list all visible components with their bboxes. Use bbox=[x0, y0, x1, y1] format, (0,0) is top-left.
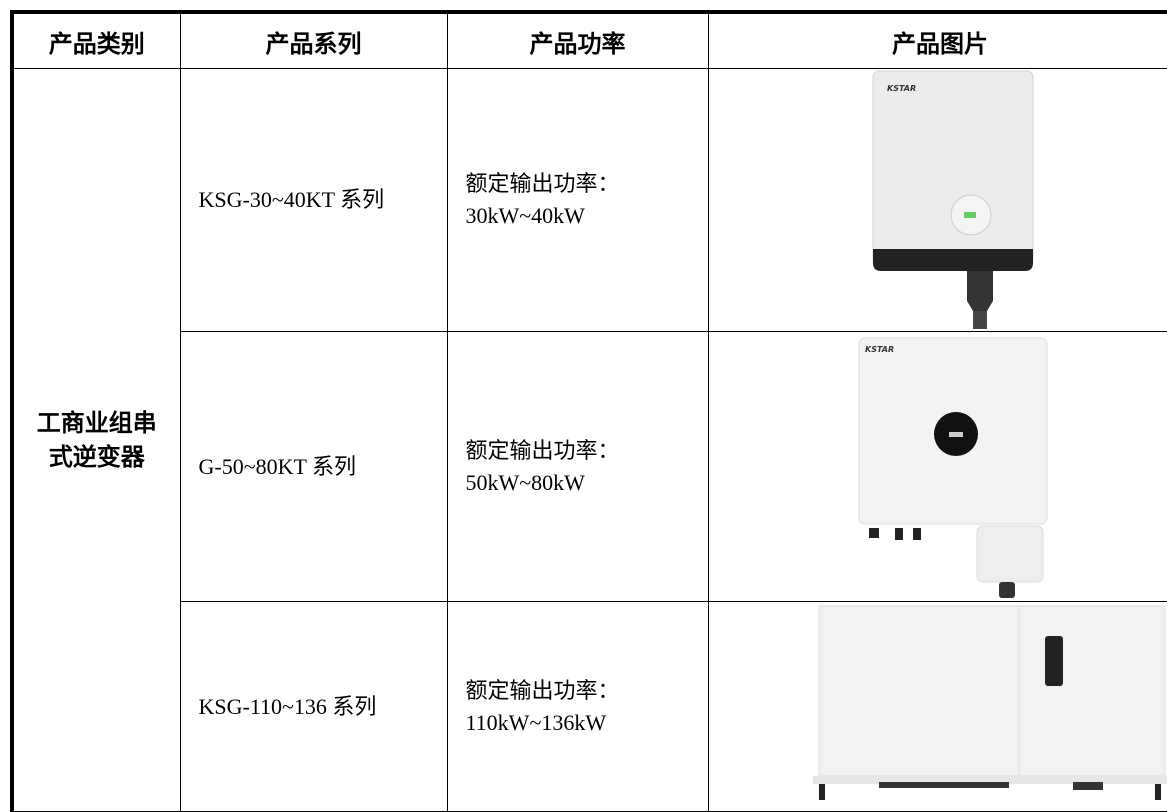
ports bbox=[1073, 782, 1103, 790]
inverter-body bbox=[873, 71, 1033, 267]
power-cell: 额定输出功率： 50kW~80kW bbox=[447, 332, 708, 602]
foot bbox=[1155, 784, 1161, 800]
port bbox=[913, 528, 921, 540]
indicator bbox=[964, 212, 976, 218]
power-label: 额定输出功率： bbox=[466, 678, 620, 703]
series-cell: KSG-30~40KT 系列 bbox=[180, 69, 447, 332]
port bbox=[869, 528, 879, 538]
row: 工商业组串式逆变器 KSG-30~40KT 系列 额定输出功率：30kW~40k… bbox=[12, 69, 1167, 332]
base bbox=[873, 249, 1033, 271]
power-cell: 额定输出功率： 110kW~136kW bbox=[447, 602, 708, 812]
power: 110kW~136kW bbox=[466, 710, 607, 735]
series: G-50~80KT 系列 bbox=[199, 451, 429, 483]
image-cell: KSTAR bbox=[708, 332, 1167, 602]
header-cell: 产品类别 bbox=[12, 12, 180, 69]
power-label: 额定输出功率： bbox=[466, 171, 620, 196]
port bbox=[895, 528, 903, 540]
panel-right bbox=[1019, 606, 1165, 776]
header-row: 产品类别 产品系列 产品功率 产品图片 bbox=[12, 12, 1167, 69]
ports bbox=[879, 782, 1009, 788]
gland bbox=[973, 311, 987, 329]
connector bbox=[967, 271, 993, 311]
series: KSG-110~136 系列 bbox=[199, 691, 429, 723]
series-cell: KSG-110~136 系列 bbox=[180, 602, 447, 812]
gland bbox=[999, 582, 1015, 598]
header-cell: 产品系列 bbox=[180, 12, 447, 69]
series: KSG-30~40KT 系列 bbox=[199, 184, 429, 216]
power: 30kW~40kW bbox=[466, 203, 585, 228]
connector bbox=[977, 526, 1043, 582]
product-image: KSTAR bbox=[709, 69, 1167, 331]
category: 工商业组串式逆变器 bbox=[34, 406, 160, 474]
image-cell: KSTAR bbox=[708, 69, 1167, 332]
row: KSG-110~136 系列 额定输出功率： 110kW~136kW bbox=[12, 602, 1167, 812]
image-cell bbox=[708, 602, 1167, 812]
product-table: 产品类别 产品系列 产品功率 产品图片 工商业组串式逆变器 KSG-30~40K… bbox=[10, 10, 1167, 812]
row: G-50~80KT 系列 额定输出功率： 50kW~80kW KSTAR bbox=[12, 332, 1167, 602]
product-image: KSTAR bbox=[709, 332, 1167, 601]
product-image bbox=[709, 602, 1167, 802]
category-cell: 工商业组串式逆变器 bbox=[12, 69, 180, 812]
series-cell: G-50~80KT 系列 bbox=[180, 332, 447, 602]
power: 50kW~80kW bbox=[466, 470, 585, 495]
indicator bbox=[949, 432, 963, 437]
power-label: 额定输出功率： bbox=[466, 438, 620, 463]
header-cell: 产品图片 bbox=[708, 12, 1167, 69]
display bbox=[1045, 636, 1063, 686]
power-cell: 额定输出功率： 30kW~40kW bbox=[447, 69, 708, 332]
brand: KSTAR bbox=[887, 84, 916, 93]
foot bbox=[819, 784, 825, 800]
panel-left bbox=[819, 606, 1019, 776]
header-cell: 产品功率 bbox=[447, 12, 708, 69]
brand: KSTAR bbox=[865, 345, 894, 354]
